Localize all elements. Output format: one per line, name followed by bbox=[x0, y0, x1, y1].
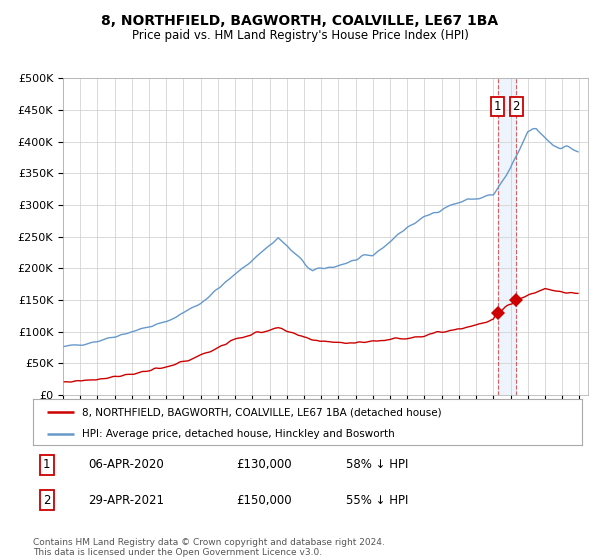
Text: 2: 2 bbox=[512, 100, 520, 113]
Text: 29-APR-2021: 29-APR-2021 bbox=[88, 494, 164, 507]
Text: 1: 1 bbox=[494, 100, 502, 113]
Text: 55% ↓ HPI: 55% ↓ HPI bbox=[346, 494, 409, 507]
Text: £130,000: £130,000 bbox=[236, 458, 292, 471]
Text: Contains HM Land Registry data © Crown copyright and database right 2024.
This d: Contains HM Land Registry data © Crown c… bbox=[33, 538, 385, 557]
Text: HPI: Average price, detached house, Hinckley and Bosworth: HPI: Average price, detached house, Hinc… bbox=[82, 429, 395, 439]
Text: 1: 1 bbox=[43, 458, 50, 471]
Bar bbox=[497, 78, 516, 395]
Text: 8, NORTHFIELD, BAGWORTH, COALVILLE, LE67 1BA (detached house): 8, NORTHFIELD, BAGWORTH, COALVILLE, LE67… bbox=[82, 407, 442, 417]
Text: 58% ↓ HPI: 58% ↓ HPI bbox=[346, 458, 409, 471]
Text: £150,000: £150,000 bbox=[236, 494, 292, 507]
Text: Price paid vs. HM Land Registry's House Price Index (HPI): Price paid vs. HM Land Registry's House … bbox=[131, 29, 469, 42]
Text: 8, NORTHFIELD, BAGWORTH, COALVILLE, LE67 1BA: 8, NORTHFIELD, BAGWORTH, COALVILLE, LE67… bbox=[101, 14, 499, 28]
Text: 06-APR-2020: 06-APR-2020 bbox=[88, 458, 164, 471]
Text: 2: 2 bbox=[43, 494, 50, 507]
